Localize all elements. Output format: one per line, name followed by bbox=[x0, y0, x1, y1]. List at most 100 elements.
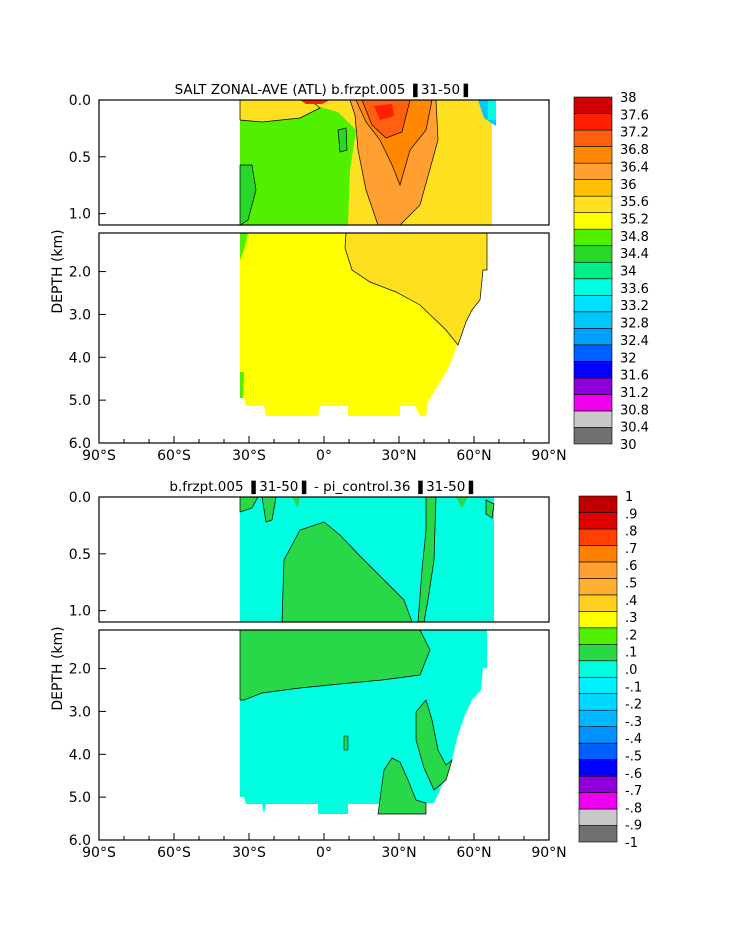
salt-colorbar-swatch bbox=[573, 410, 613, 428]
salt-x-tick-label: 90°S bbox=[82, 448, 116, 464]
salt-colorbar-swatch bbox=[573, 162, 613, 180]
salt-y-axis-label: DEPTH (km) bbox=[50, 229, 66, 313]
anom-colorbar-swatch bbox=[578, 512, 618, 530]
anom-colorbar-label: -.6 bbox=[625, 767, 642, 782]
anom-x-tick-label: 60°S bbox=[157, 845, 191, 861]
anom-colorbar-swatch bbox=[578, 495, 618, 513]
salt-colorbar-label: 30.8 bbox=[620, 403, 649, 418]
salt-colorbar-label: 32.8 bbox=[620, 317, 649, 332]
salt-x-tick-label: 60°S bbox=[157, 448, 191, 464]
anom-y-tick-label: 0.5 bbox=[69, 547, 91, 563]
salt-colorbar-swatch bbox=[573, 212, 613, 230]
anom-panel: b.frzpt.005 ❚31-50❚ - pi_control.36 ❚31-… bbox=[50, 479, 642, 861]
salt-colorbar-swatch bbox=[573, 328, 613, 346]
anom-colorbar-label: .4 bbox=[625, 594, 637, 609]
anom-field-lower bbox=[239, 629, 487, 815]
anom-colorbar-swatch bbox=[578, 792, 618, 810]
salt-colorbar-label: 30 bbox=[620, 438, 637, 453]
salt-colorbar-label: 34.8 bbox=[620, 230, 649, 245]
anom-y-tick-label: 3.0 bbox=[69, 704, 91, 720]
salt-colorbar-swatch bbox=[573, 228, 613, 247]
anom-colorbar-swatch bbox=[578, 545, 618, 563]
salt-colorbar-label: 31.6 bbox=[620, 369, 649, 384]
salt-colorbar-swatch bbox=[573, 245, 613, 263]
anom-y-tick-label: 0.0 bbox=[69, 490, 91, 506]
salt-colorbar-swatch bbox=[573, 96, 613, 114]
anom-colorbar-label: .3 bbox=[625, 611, 637, 626]
salt-colorbar-swatch bbox=[573, 344, 613, 362]
salt-colorbar-label: 37.6 bbox=[620, 108, 649, 123]
anom-colorbar-label: .0 bbox=[625, 663, 637, 678]
salt-field-upper bbox=[239, 99, 496, 226]
anom-x-tick-label: 60°N bbox=[456, 845, 491, 861]
salt-field-lower bbox=[240, 232, 488, 416]
anom-colorbar-swatch bbox=[578, 709, 618, 727]
anom-y-tick-label: 4.0 bbox=[69, 747, 91, 763]
anom-colorbar-swatch bbox=[578, 775, 618, 793]
anom-x-tick-label: 30°S bbox=[232, 845, 266, 861]
anom-colorbar-swatch bbox=[578, 594, 618, 612]
salt-panel: SALT ZONAL-AVE (ATL) b.frzpt.005 ❚31-50❚ bbox=[50, 82, 649, 464]
salt-y-tick-label: 5.0 bbox=[69, 393, 91, 409]
salt-y-tick-label: 3.0 bbox=[69, 307, 91, 323]
salt-colorbar-label: 34.4 bbox=[620, 247, 649, 262]
anom-colorbar-swatch bbox=[578, 825, 618, 843]
anom-colorbar-label: -.4 bbox=[625, 732, 642, 747]
anom-colorbar-label: .2 bbox=[625, 628, 637, 643]
anom-plot-frame-upper bbox=[98, 496, 550, 623]
anom-colorbar-swatch bbox=[578, 660, 618, 678]
salt-plot-frame-upper bbox=[98, 99, 550, 226]
salt-colorbar-swatch bbox=[573, 394, 613, 412]
anom-x-tick-label: 90°S bbox=[82, 845, 116, 861]
anom-colorbar-label: .5 bbox=[625, 577, 637, 592]
salt-colorbar-label: 34 bbox=[620, 265, 637, 280]
anom-colorbar-label: .1 bbox=[625, 646, 637, 661]
anom-colorbar-label: -.1 bbox=[625, 680, 642, 695]
salt-colorbar-label: 33.2 bbox=[620, 299, 649, 314]
salt-colorbar-label: 31.2 bbox=[620, 386, 649, 401]
salt-x-tick-label: 0° bbox=[316, 448, 332, 464]
salt-colorbar-label: 32.4 bbox=[620, 334, 649, 349]
salt-x-tick-label: 60°N bbox=[456, 448, 491, 464]
salt-x-tick-label: 90°N bbox=[531, 448, 566, 464]
salt-colorbar-label: 36.4 bbox=[620, 160, 649, 175]
anom-colorbar-swatch bbox=[578, 528, 618, 546]
salt-x-tick-label: 30°N bbox=[381, 448, 416, 464]
salt-y-tick-label: 2.0 bbox=[69, 265, 91, 281]
anom-colorbar-swatch bbox=[578, 759, 618, 777]
salt-title: SALT ZONAL-AVE (ATL) b.frzpt.005 ❚31-50❚ bbox=[175, 82, 472, 98]
salt-colorbar-label: 38 bbox=[620, 91, 637, 106]
salt-colorbar-swatch bbox=[573, 427, 613, 445]
anom-colorbar-label: .7 bbox=[625, 542, 637, 557]
salt-colorbar-swatch bbox=[573, 377, 613, 395]
salt-colorbar-swatch bbox=[573, 146, 613, 164]
anom-colorbar-label: -.8 bbox=[625, 801, 642, 816]
anom-colorbar-swatch bbox=[578, 643, 618, 662]
salt-colorbar-label: 33.6 bbox=[620, 282, 649, 297]
anom-colorbar-label: -.5 bbox=[625, 750, 642, 765]
salt-colorbar-label: 37.2 bbox=[620, 126, 649, 141]
anom-colorbar-label: -1 bbox=[625, 836, 638, 851]
salt-colorbar-label: 30.4 bbox=[620, 421, 649, 436]
anom-colorbar-swatch bbox=[578, 808, 618, 826]
anom-colorbar-swatch bbox=[578, 742, 618, 760]
anom-colorbar-swatch bbox=[578, 627, 618, 645]
anom-colorbar-swatch bbox=[578, 578, 618, 596]
salt-colorbar-swatch bbox=[573, 113, 613, 131]
anom-title: b.frzpt.005 ❚31-50❚ - pi_control.36 ❚31-… bbox=[169, 479, 476, 495]
anom-colorbar-label: -.7 bbox=[625, 784, 642, 799]
salt-colorbar-swatch bbox=[573, 129, 613, 147]
anom-colorbar-swatch bbox=[578, 611, 618, 629]
salt-colorbar-label: 35.6 bbox=[620, 195, 649, 210]
salt-colorbar-label: 35.2 bbox=[620, 212, 649, 227]
anom-colorbar-swatch bbox=[578, 676, 618, 695]
anom-y-axis-label: DEPTH (km) bbox=[50, 626, 66, 710]
anom-field-upper bbox=[239, 496, 495, 623]
anom-colorbar-label: .6 bbox=[625, 559, 637, 574]
salt-colorbar-swatch bbox=[573, 278, 613, 296]
salt-colorbar-swatch bbox=[573, 311, 613, 329]
salt-colorbar-swatch bbox=[573, 195, 613, 213]
salt-colorbar-swatch bbox=[573, 179, 613, 197]
anom-y-tick-label: 1.0 bbox=[69, 604, 91, 620]
